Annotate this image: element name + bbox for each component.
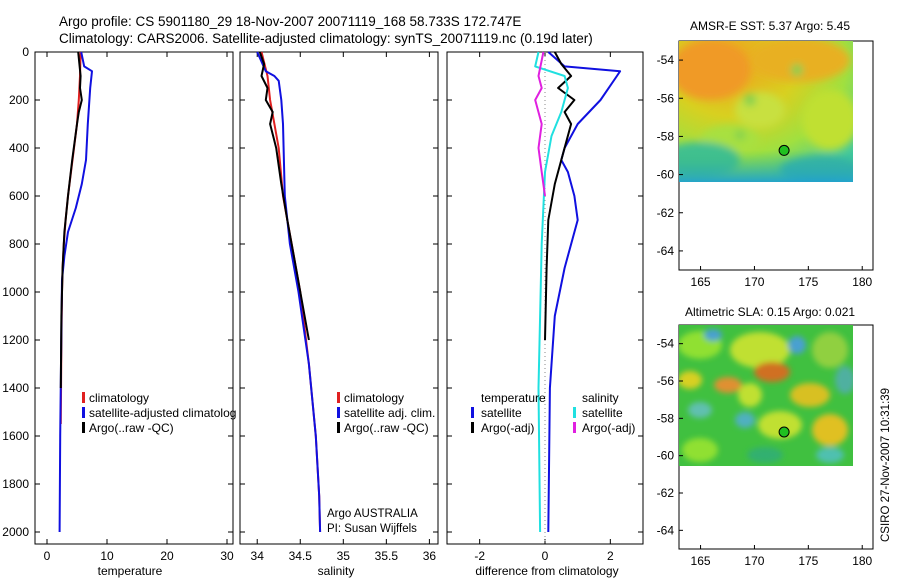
map-x-tick-label: 180 <box>852 275 872 289</box>
legend-swatch-climatology <box>82 392 85 403</box>
difference-axis-label: difference from climatology <box>475 564 618 578</box>
legend-swatch-argo <box>82 422 85 433</box>
header-line-1: Argo profile: CS 5901180_29 18-Nov-2007 … <box>59 14 521 29</box>
profile-lines <box>58 51 622 544</box>
map-y-tick-label: -58 <box>657 129 675 143</box>
series-line-argo-raw-qc- <box>59 51 83 389</box>
map-y-tick-label: -58 <box>657 411 675 425</box>
x-tick-label: 35.5 <box>375 549 399 563</box>
difference-legend: temperature satellite Argo(-adj) salinit… <box>471 391 635 435</box>
series-line-salinity-satellite <box>534 51 569 533</box>
map-x-tick-label: 175 <box>798 275 818 289</box>
axis-ticks: 0 10 20 30020040060080010001200140016001800… <box>2 45 643 563</box>
x-tick-label: 10 <box>100 549 114 563</box>
series-line-satellite-adj-clim- <box>256 51 322 533</box>
x-tick-label: 35 <box>337 549 351 563</box>
legend-label-sal-argo: Argo(-adj) <box>582 421 635 435</box>
x-tick-label: 20 <box>160 549 174 563</box>
map-y-tick-label: -56 <box>657 374 675 388</box>
x-tick-label: 0 <box>44 549 51 563</box>
legend-label-argo: Argo(..raw -QC) <box>89 421 174 435</box>
map-x-tick-label: 175 <box>798 554 818 568</box>
series-line-temperature-argo-adj- <box>544 51 576 341</box>
amsr-axis-ticks: 165 170 175 180 -54 -56 -58 -60 -62 -64 <box>657 53 873 289</box>
legend-swatch-sal-satellite <box>573 407 576 418</box>
legend-label-argo: Argo(..raw -QC) <box>344 421 429 435</box>
amsr-float-marker <box>778 144 790 156</box>
x-tick-label: 34.5 <box>289 549 313 563</box>
map-x-tick-label: 165 <box>691 275 711 289</box>
map-y-tick-label: -56 <box>657 91 675 105</box>
legend-swatch-temp-satellite <box>471 407 474 418</box>
legend-swatch-argo <box>337 422 340 433</box>
y-tick-label: 2000 <box>2 525 29 539</box>
temperature-legend: climatology satellite-adjusted climatolo… <box>82 391 236 435</box>
legend-label-temp-argo: Argo(-adj) <box>481 421 534 435</box>
altimetric-axis-ticks: 165 170 175 180 -54 -56 -58 -60 -62 -64 <box>657 337 873 568</box>
salinity-legend: climatology satellite adj. clim. Argo(..… <box>337 391 435 435</box>
y-tick-label: 1200 <box>2 333 29 347</box>
amsr-sst-field <box>679 41 853 182</box>
map-y-tick-label: -64 <box>657 244 675 258</box>
map-y-tick-label: -54 <box>657 337 675 351</box>
y-tick-label: 0 <box>22 45 29 59</box>
legend-label-climatology: climatology <box>89 391 149 405</box>
side-timestamp-label: CSIRO 27-Nov-2007 10:31:39 <box>880 388 892 542</box>
x-tick-label: 34 <box>251 549 265 563</box>
map-x-tick-label: 180 <box>852 554 872 568</box>
map-y-tick-label: -54 <box>657 53 675 67</box>
legend-swatch-satellite <box>82 407 85 418</box>
map-y-tick-label: -60 <box>657 168 675 182</box>
salinity-panel-frame <box>239 51 439 545</box>
x-tick-label: 30 <box>220 549 234 563</box>
legend-swatch-satellite <box>337 407 340 418</box>
temperature-axis-label: temperature <box>98 564 163 578</box>
y-tick-label: 1800 <box>2 477 29 491</box>
legend-swatch-sal-argo <box>573 422 576 433</box>
y-tick-label: 200 <box>9 93 29 107</box>
argo-institution-annotation: Argo AUSTRALIA <box>327 508 418 520</box>
y-tick-label: 400 <box>9 141 29 155</box>
legend-swatch-temp-argo <box>471 422 474 433</box>
series-line-satellite-adjusted-climatolog <box>58 51 93 533</box>
map-y-tick-label: -64 <box>657 523 675 537</box>
y-tick-label: 1600 <box>2 429 29 443</box>
map-y-tick-label: -62 <box>657 486 675 500</box>
legend-label-climatology: climatology <box>344 391 404 405</box>
y-tick-label: 1400 <box>2 381 29 395</box>
y-tick-label: 1000 <box>2 285 29 299</box>
map-x-tick-label: 165 <box>691 554 711 568</box>
map-x-tick-label: 170 <box>744 554 764 568</box>
argo-pi-annotation: PI: Susan Wijffels <box>327 523 417 535</box>
series-line-temperature-satellite <box>547 51 622 533</box>
y-tick-label: 800 <box>9 237 29 251</box>
legend-swatch-climatology <box>337 392 340 403</box>
legend-label-sal-satellite: satellite <box>582 406 623 420</box>
header-line-2: Climatology: CARS2006. Satellite-adjuste… <box>59 31 593 46</box>
series-line-salinity-argo-adj- <box>534 51 546 197</box>
altimetric-map-title: Altimetric SLA: 0.15 Argo: 0.021 <box>685 305 855 319</box>
x-tick-label: 36 <box>423 549 437 563</box>
temperature-panel-frame <box>34 51 234 545</box>
legend-label-satellite: satellite adj. clim. <box>344 406 435 420</box>
x-tick-label: 0 <box>542 549 549 563</box>
map-x-tick-label: 170 <box>744 275 764 289</box>
map-y-tick-label: -60 <box>657 449 675 463</box>
salinity-axis-label: salinity <box>318 564 355 578</box>
legend-title-salinity: salinity <box>582 391 619 405</box>
legend-title-temperature: temperature <box>481 391 546 405</box>
altimetric-float-marker <box>778 426 790 438</box>
y-tick-label: 600 <box>9 189 29 203</box>
x-tick-label: 2 <box>607 549 614 563</box>
amsr-map-title: AMSR-E SST: 5.37 Argo: 5.45 <box>690 19 850 33</box>
legend-label-temp-satellite: satellite <box>481 406 522 420</box>
x-tick-label: -2 <box>474 549 485 563</box>
series-line-argo-raw-qc- <box>258 51 310 341</box>
altimetric-sla-field <box>679 325 853 466</box>
legend-label-satellite: satellite-adjusted climatolog <box>89 406 236 420</box>
map-y-tick-label: -62 <box>657 206 675 220</box>
